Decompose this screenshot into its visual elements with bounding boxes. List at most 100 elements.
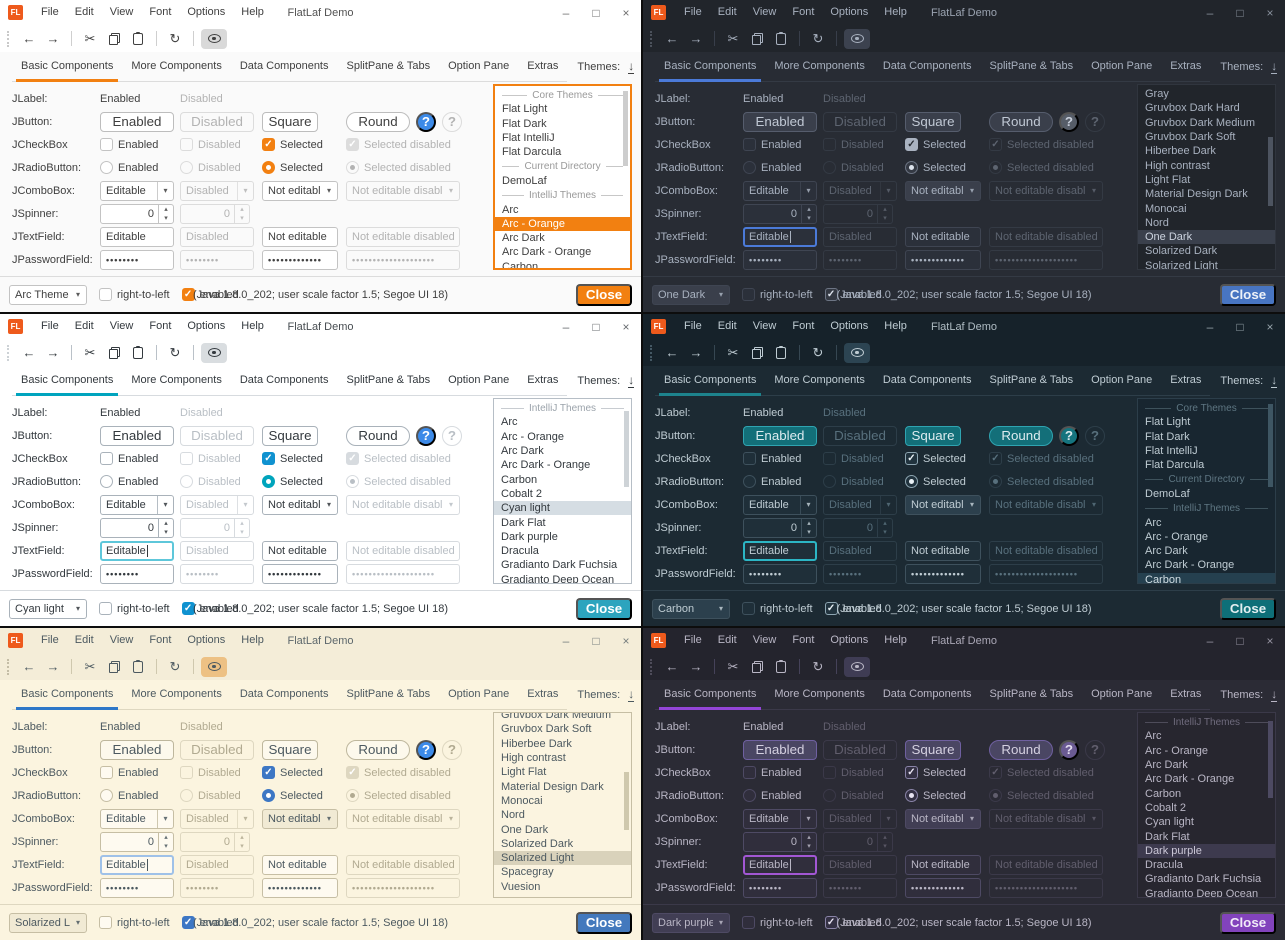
jpasswordfield-3[interactable]: ••••••••••••• bbox=[262, 563, 338, 584]
jtextfield-disabled[interactable]: Disabled bbox=[823, 226, 897, 247]
theme-item-flat-light[interactable]: Flat Light bbox=[1145, 416, 1191, 429]
jradiobutton-enabled[interactable]: Enabled bbox=[100, 789, 158, 802]
theme-item-carbon[interactable]: Carbon bbox=[501, 473, 538, 486]
jradiobutton-enabled[interactable]: Enabled bbox=[743, 161, 801, 174]
jcheckbox-enabled[interactable]: Enabled bbox=[100, 138, 158, 151]
theme-item-arc-dark-orange[interactable]: Arc Dark - Orange bbox=[502, 246, 592, 259]
spinner-up-icon[interactable]: ▴ bbox=[807, 205, 811, 213]
paste-button[interactable] bbox=[770, 29, 792, 49]
jbutton-enabled[interactable]: Enabled bbox=[100, 739, 174, 760]
theme-item-material-design-dark[interactable]: Material Design Dark bbox=[501, 780, 604, 793]
jtextfield-not-editable-disabled[interactable]: Not editable disabled bbox=[989, 226, 1103, 247]
jspinner-disabled[interactable]: 0 ▴ ▾ bbox=[823, 831, 893, 852]
refresh-button[interactable]: ↻ bbox=[169, 658, 181, 674]
enabled-checkbox[interactable]: ✓ enabled bbox=[824, 288, 882, 301]
jcombobox-not-editable[interactable]: Not editable ▾ bbox=[262, 808, 338, 829]
jradiobutton-selected[interactable]: Selected bbox=[262, 161, 323, 174]
jradiobutton-selected-disabled[interactable]: Selected disabled bbox=[346, 475, 451, 488]
jradiobutton-disabled[interactable]: Disabled bbox=[180, 161, 241, 174]
cut-button[interactable]: ✂ bbox=[84, 30, 96, 46]
jbutton-round[interactable]: Round bbox=[989, 111, 1053, 132]
scrollbar-thumb[interactable] bbox=[1268, 403, 1273, 488]
back-button[interactable]: ← bbox=[22, 345, 36, 360]
menu-file[interactable]: File bbox=[41, 634, 59, 646]
close-window-button[interactable]: × bbox=[1266, 633, 1274, 648]
jbutton-enabled[interactable]: Enabled bbox=[100, 425, 174, 446]
menu-view[interactable]: View bbox=[752, 320, 777, 332]
theme-list-scrollbar[interactable] bbox=[622, 87, 629, 267]
jcombobox-not-editable[interactable]: Not editable ▾ bbox=[262, 494, 338, 515]
menu-file[interactable]: File bbox=[684, 634, 702, 646]
jcheckbox-selected-disabled[interactable]: ✓ Selected disabled bbox=[989, 138, 1094, 151]
jcombobox-not-editable[interactable]: Not editable ▾ bbox=[262, 180, 338, 201]
jtextfield-not-editable[interactable]: Not editable bbox=[905, 226, 981, 247]
download-icon[interactable]: ↓ bbox=[1271, 687, 1278, 702]
scrollbar-thumb[interactable] bbox=[1268, 136, 1273, 207]
tab-splitpane-tabs[interactable]: SplitPane & Tabs bbox=[346, 374, 431, 386]
tab-more-components[interactable]: More Components bbox=[774, 60, 865, 72]
jpasswordfield-3[interactable]: ••••••••••••• bbox=[262, 249, 338, 270]
jtextfield-not-editable-disabled[interactable]: Not editable disabled bbox=[346, 540, 460, 561]
help-button-secondary[interactable]: ? bbox=[1085, 739, 1105, 760]
paste-button[interactable] bbox=[770, 657, 792, 677]
jspinner-enabled[interactable]: 0 ▴ ▾ bbox=[100, 203, 174, 224]
menu-font[interactable]: Font bbox=[792, 6, 815, 18]
minimize-button[interactable]: – bbox=[1206, 5, 1214, 20]
theme-item-arc-dark[interactable]: Arc Dark bbox=[502, 232, 545, 245]
back-button[interactable]: ← bbox=[665, 345, 679, 360]
jcombobox-editable[interactable]: Editable ▾ bbox=[743, 494, 817, 515]
theme-item-light-flat[interactable]: Light Flat bbox=[1145, 173, 1191, 186]
menu-help[interactable]: Help bbox=[884, 634, 907, 646]
theme-item-one-dark[interactable]: One Dark bbox=[501, 823, 549, 836]
theme-item-arc[interactable]: Arc bbox=[502, 203, 519, 216]
tab-option-pane[interactable]: Option Pane bbox=[448, 374, 510, 386]
menu-options[interactable]: Options bbox=[830, 320, 869, 332]
minimize-button[interactable]: – bbox=[562, 633, 570, 648]
close-button[interactable]: Close bbox=[576, 283, 632, 306]
menu-view[interactable]: View bbox=[752, 6, 777, 18]
enabled-checkbox[interactable]: ✓ enabled bbox=[181, 916, 239, 929]
jradiobutton-enabled[interactable]: Enabled bbox=[743, 789, 801, 802]
jpasswordfield-3[interactable]: ••••••••••••• bbox=[905, 249, 981, 270]
jcombobox-not-editable[interactable]: Not editable ▾ bbox=[905, 180, 981, 201]
tab-option-pane[interactable]: Option Pane bbox=[1091, 374, 1153, 386]
jcheckbox-disabled[interactable]: Disabled bbox=[823, 452, 884, 465]
spinner-down-icon[interactable]: ▾ bbox=[883, 842, 887, 850]
tab-extras[interactable]: Extras bbox=[1170, 688, 1202, 700]
jtextfield-editable[interactable]: Editable bbox=[743, 540, 817, 561]
jcombobox-editable[interactable]: Editable ▾ bbox=[100, 808, 174, 829]
jcombobox-disabled[interactable]: Disabled ▾ bbox=[180, 494, 254, 515]
refresh-button[interactable]: ↻ bbox=[169, 30, 181, 46]
jcheckbox-selected[interactable]: ✓ Selected bbox=[905, 138, 966, 151]
jradiobutton-enabled[interactable]: Enabled bbox=[100, 161, 158, 174]
maximize-button[interactable]: □ bbox=[592, 319, 600, 334]
minimize-button[interactable]: – bbox=[562, 319, 570, 334]
spinner-down-icon[interactable]: ▾ bbox=[240, 214, 244, 222]
paste-button[interactable] bbox=[127, 29, 149, 49]
jpasswordfield-2[interactable]: •••••••• bbox=[180, 563, 254, 584]
jcheckbox-selected-disabled[interactable]: ✓ Selected disabled bbox=[989, 766, 1094, 779]
jtextfield-not-editable[interactable]: Not editable bbox=[262, 540, 338, 561]
tab-data-components[interactable]: Data Components bbox=[882, 688, 972, 700]
theme-combo[interactable]: Dark purple ▾ bbox=[652, 912, 730, 933]
menu-help[interactable]: Help bbox=[884, 320, 907, 332]
theme-item-cyan-light[interactable]: Cyan light bbox=[1145, 816, 1194, 829]
menu-view[interactable]: View bbox=[752, 634, 777, 646]
jbutton-square[interactable]: Square bbox=[262, 111, 318, 132]
jcheckbox-selected[interactable]: ✓ Selected bbox=[262, 766, 323, 779]
jtextfield-editable[interactable]: Editable bbox=[100, 226, 174, 247]
theme-item-gruvbox-dark-medium[interactable]: Gruvbox Dark Medium bbox=[1145, 116, 1256, 129]
spinner-up-icon[interactable]: ▴ bbox=[164, 833, 168, 841]
spinner-up-icon[interactable]: ▴ bbox=[240, 205, 244, 213]
jpasswordfield-4[interactable]: •••••••••••••••••••• bbox=[989, 877, 1103, 898]
tab-option-pane[interactable]: Option Pane bbox=[448, 688, 510, 700]
paste-button[interactable] bbox=[770, 343, 792, 363]
jbutton-disabled[interactable]: Disabled bbox=[180, 111, 254, 132]
jcheckbox-selected[interactable]: ✓ Selected bbox=[905, 452, 966, 465]
jcombobox-editable[interactable]: Editable ▾ bbox=[743, 180, 817, 201]
spinner-up-icon[interactable]: ▴ bbox=[807, 519, 811, 527]
jradiobutton-selected-disabled[interactable]: Selected disabled bbox=[346, 161, 451, 174]
back-button[interactable]: ← bbox=[22, 31, 36, 46]
help-button[interactable]: ? bbox=[416, 425, 436, 446]
jbutton-round[interactable]: Round bbox=[346, 425, 410, 446]
